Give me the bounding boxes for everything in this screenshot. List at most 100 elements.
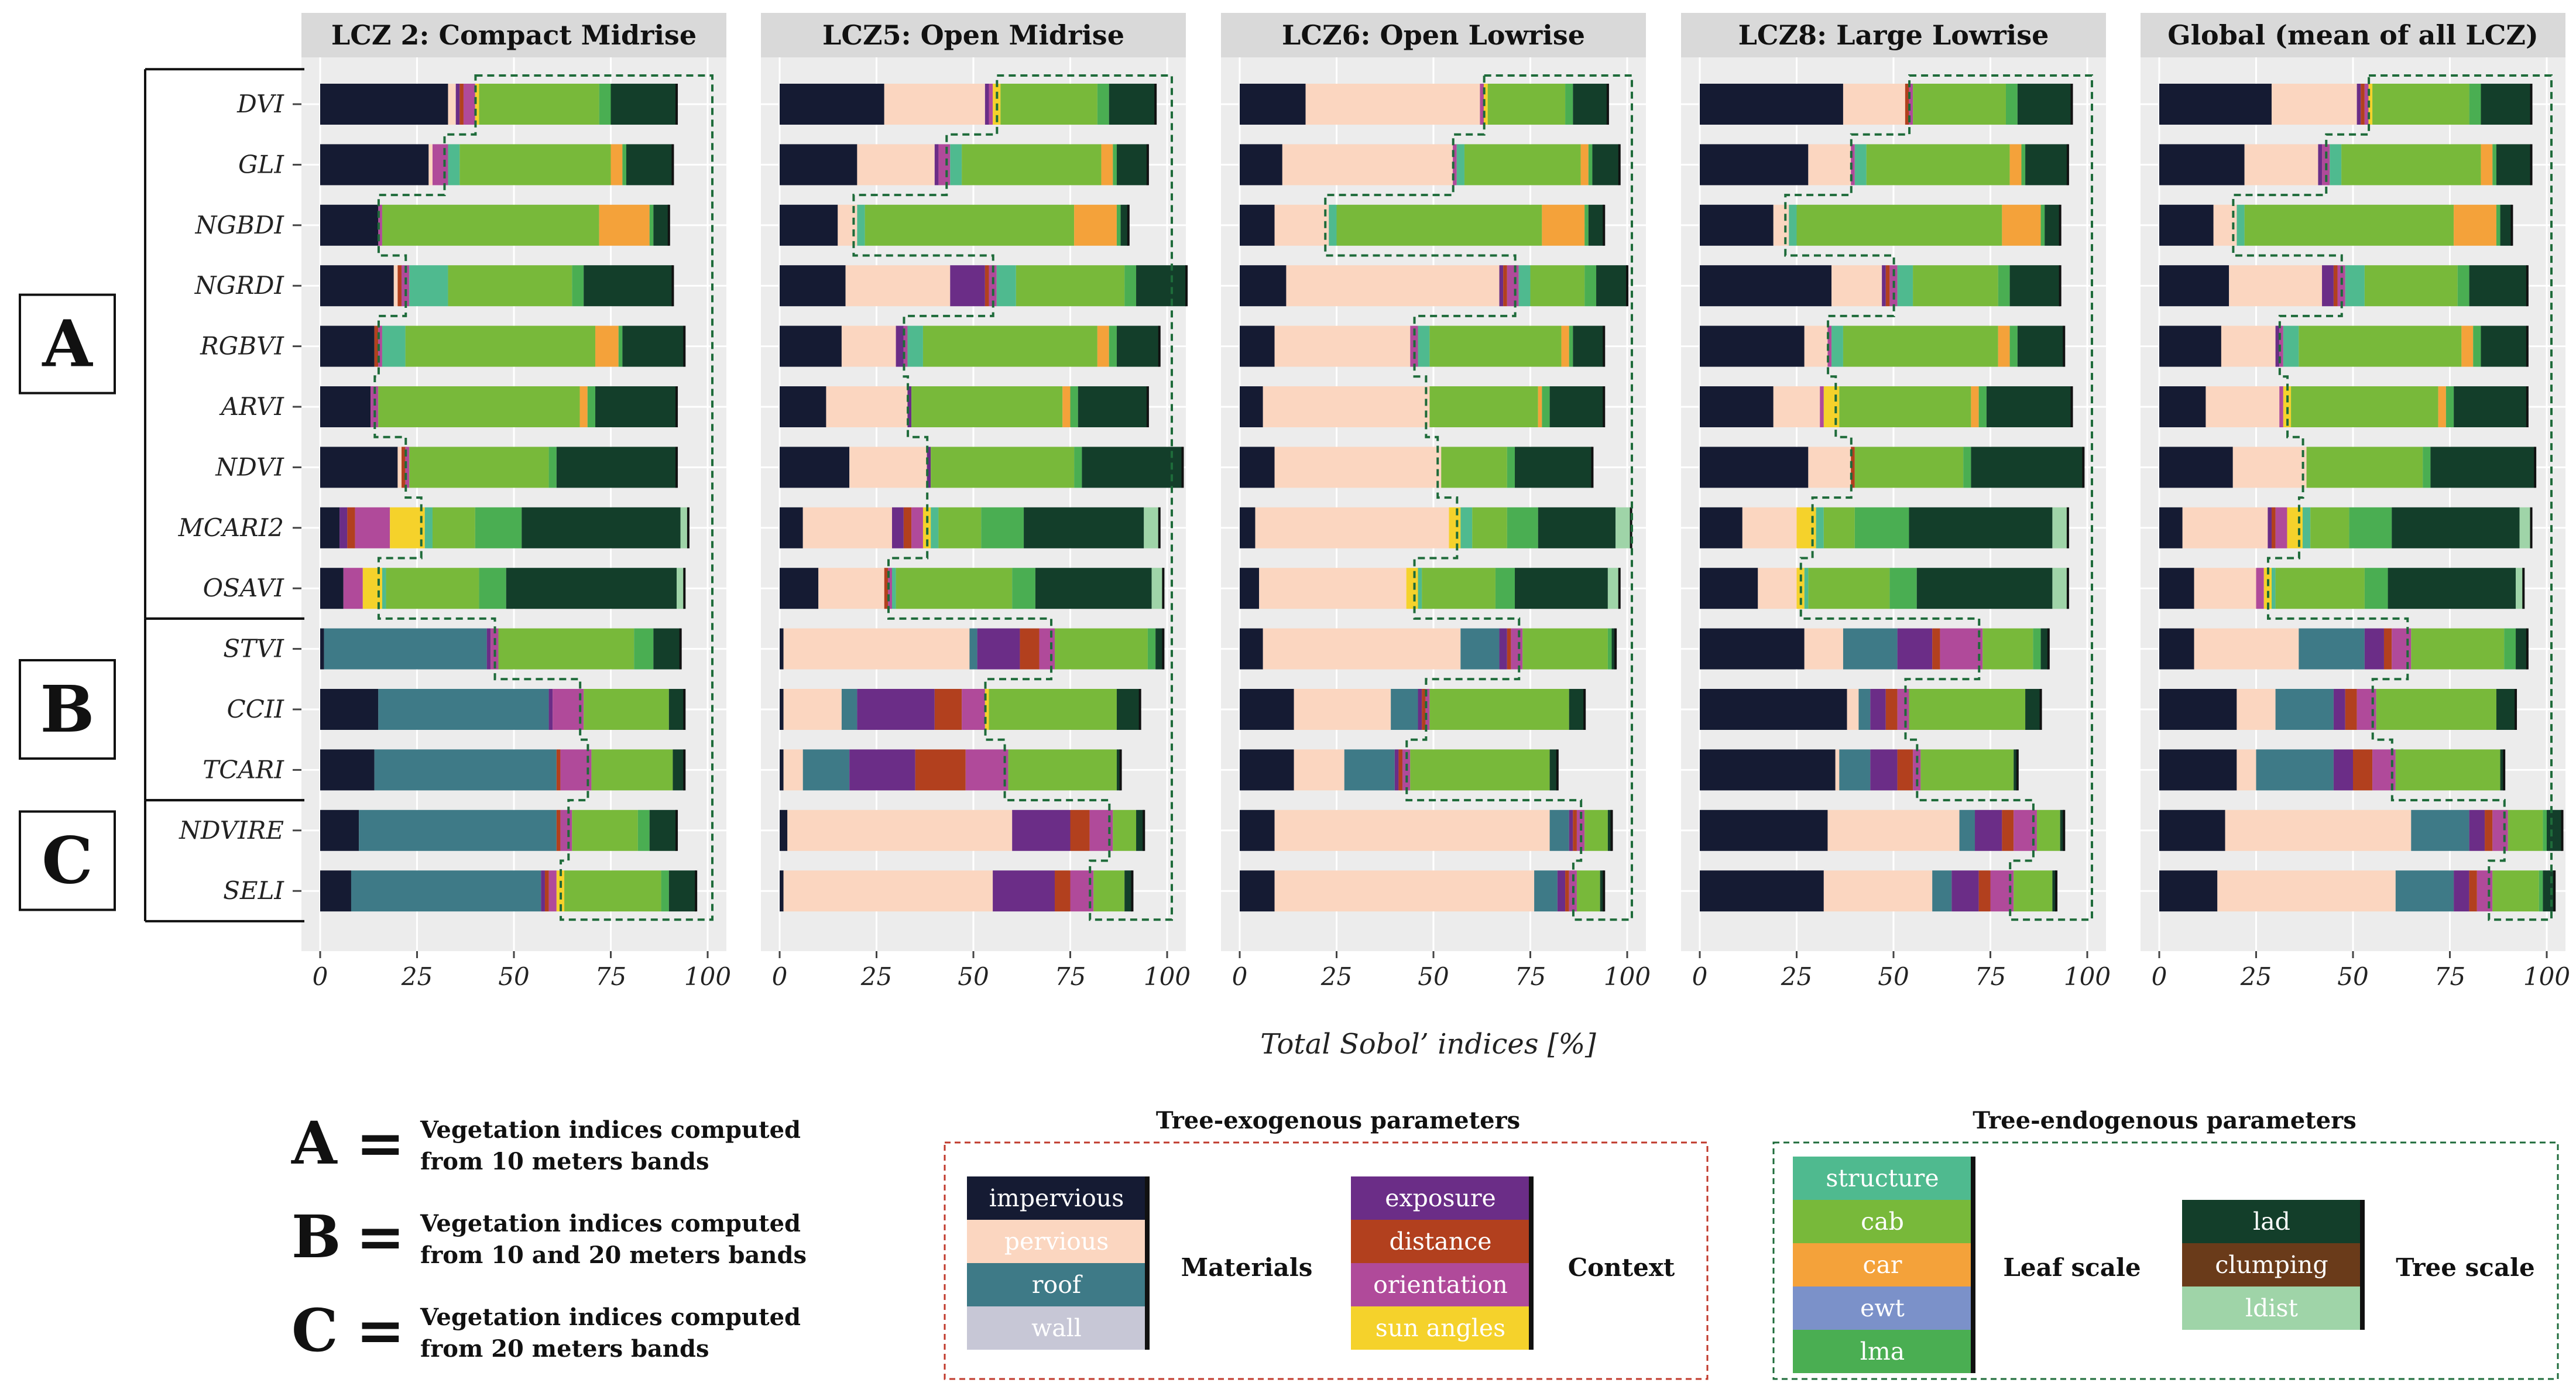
bar-rgbvi-exposure bbox=[2275, 325, 2280, 367]
legend-exogenous: Tree-exogenous parameters impervious pervi… bbox=[944, 1107, 1709, 1380]
bar-rgbvi-impervious bbox=[1700, 325, 1805, 367]
bar-rgbvi-impervious bbox=[320, 325, 375, 367]
bar-ccii-roof bbox=[2275, 689, 2334, 730]
bar-ndvi-pervious bbox=[2232, 447, 2307, 488]
panel-strip bbox=[761, 13, 1186, 57]
bar-ccii-lad bbox=[2025, 689, 2041, 730]
legend-letter: C bbox=[291, 1296, 338, 1365]
bar-ccii-cab bbox=[2376, 689, 2496, 730]
bar-arvi-exposure bbox=[907, 386, 912, 427]
x-tick-label: 25 bbox=[860, 962, 892, 991]
bar-stvi-lma bbox=[2033, 628, 2041, 670]
bar-ndvi-distance bbox=[1851, 447, 1855, 488]
bar-ngbdi-lma bbox=[1116, 204, 1121, 246]
bar-mcari2-exposure bbox=[339, 507, 348, 548]
bar-end-cap bbox=[2059, 204, 2062, 246]
bar-ngbdi-impervious bbox=[320, 204, 379, 246]
panel-title: LCZ8: Large Lowrise bbox=[1738, 19, 2049, 51]
bar-dvi-pervious bbox=[448, 84, 456, 125]
bar-ndvire-distance bbox=[2485, 809, 2493, 851]
bar-arvi-pervious bbox=[2205, 386, 2280, 427]
bar-arvi-car bbox=[2438, 386, 2446, 427]
bar-dvi-impervious bbox=[2159, 84, 2272, 125]
bar-rgbvi-lad bbox=[2017, 325, 2064, 367]
bar-mcari2-lad bbox=[2392, 507, 2520, 548]
bar-arvi-sun-angles bbox=[1823, 386, 1840, 427]
bar-ngbdi-cab bbox=[865, 204, 1075, 246]
bar-mcari2-impervious bbox=[320, 507, 340, 548]
bar-tcari-cab bbox=[1920, 749, 2014, 791]
bar-ndvire-impervious bbox=[1240, 809, 1275, 851]
legend-swatch-distance bbox=[1351, 1220, 1530, 1263]
bar-ccii-distance bbox=[1422, 689, 1426, 730]
bar-ngrdi-impervious bbox=[320, 265, 394, 307]
bar-mcari2-sun-angles bbox=[1449, 507, 1461, 548]
bar-ngrdi-pervious bbox=[393, 265, 398, 307]
bar-end-cap bbox=[2526, 386, 2529, 427]
bar-stvi-lad bbox=[2516, 628, 2527, 670]
bar-mcari2-lma bbox=[475, 507, 522, 548]
bar-ngbdi-cab bbox=[2244, 204, 2454, 246]
legend-swatch-lad bbox=[2182, 1200, 2361, 1243]
bar-arvi-lad bbox=[1986, 386, 2072, 427]
bar-gli-orientation bbox=[938, 144, 951, 186]
bar-end-cap bbox=[1603, 870, 1606, 912]
bar-dvi-cab bbox=[1487, 84, 1566, 125]
x-tick-label: 25 bbox=[401, 962, 433, 991]
bar-gli-cab bbox=[1866, 144, 2010, 186]
bar-mcari2-impervious bbox=[780, 507, 803, 548]
legend-abc: A = Vegetation indices computed from 10 met… bbox=[291, 1109, 807, 1365]
bar-ngbdi-lad bbox=[2500, 204, 2512, 246]
bar-ngrdi-structure bbox=[1897, 265, 1913, 307]
bar-ccii-cab bbox=[584, 689, 669, 730]
bar-end-cap bbox=[2082, 447, 2085, 488]
bar-stvi-orientation bbox=[1940, 628, 1983, 670]
bar-ccii-lad bbox=[2496, 689, 2516, 730]
x-tick-label: 25 bbox=[1320, 962, 1352, 991]
legend-desc: from 20 meters bands bbox=[420, 1335, 709, 1363]
bar-seli-impervious bbox=[2159, 870, 2218, 912]
endogenous-outline bbox=[852, 74, 1173, 921]
bar-dvi-distance bbox=[459, 84, 464, 125]
bar-osavi-structure bbox=[1804, 568, 1809, 609]
bar-end-cap bbox=[2522, 568, 2525, 609]
bar-stvi-impervious bbox=[780, 628, 784, 670]
bar-ndvire-pervious bbox=[787, 809, 1013, 851]
legend-desc: Vegetation indices computed bbox=[420, 1210, 801, 1237]
row-label-tcari: TCARI bbox=[203, 755, 284, 784]
bar-end-cap bbox=[1154, 84, 1157, 125]
bar-ngrdi-orientation bbox=[989, 265, 997, 307]
x-tick-label: 50 bbox=[1418, 962, 1449, 991]
bar-arvi-cab bbox=[378, 386, 580, 427]
bar-ccii-orientation bbox=[553, 689, 584, 730]
bar-ndvire-orientation bbox=[2492, 809, 2508, 851]
bar-ngrdi-exposure bbox=[950, 265, 985, 307]
bar-tcari-distance bbox=[915, 749, 966, 791]
bar-ngbdi-cab bbox=[1336, 204, 1542, 246]
bar-ndvire-impervious bbox=[1700, 809, 1828, 851]
endogenous-outline bbox=[373, 74, 714, 921]
bar-seli-cab bbox=[2014, 870, 2053, 912]
bar-tcari-cab bbox=[591, 749, 673, 791]
panel-global-mean-of-all-lcz: Global (mean of all LCZ) 0 25 50 75 100 bbox=[2141, 13, 2570, 991]
bar-tcari-cab bbox=[1008, 749, 1117, 791]
bar-end-cap bbox=[2503, 749, 2506, 791]
legend-key-label-pervious: pervious bbox=[1004, 1227, 1109, 1255]
bar-gli-impervious bbox=[1240, 144, 1282, 186]
bar-dvi-exposure bbox=[455, 84, 460, 125]
bar-rgbvi-structure bbox=[382, 325, 406, 367]
bar-osavi-structure bbox=[891, 568, 896, 609]
x-tick-label: 100 bbox=[684, 962, 731, 991]
bar-end-cap bbox=[2063, 809, 2066, 851]
bar-ngrdi-cab bbox=[1530, 265, 1585, 307]
bar-ndvi-impervious bbox=[780, 447, 850, 488]
group-brackets: A B C bbox=[19, 68, 304, 922]
bar-gli-car bbox=[610, 144, 623, 186]
bar-ngbdi-car bbox=[2454, 204, 2496, 246]
bar-ndvire-cab bbox=[572, 809, 638, 851]
bar-seli-pervious bbox=[1274, 870, 1535, 912]
panel-title: LCZ6: Open Lowrise bbox=[1282, 19, 1585, 51]
bar-tcari-distance bbox=[556, 749, 561, 791]
bar-tcari-pervious bbox=[1294, 749, 1344, 791]
legend-equals: = bbox=[356, 1296, 405, 1365]
